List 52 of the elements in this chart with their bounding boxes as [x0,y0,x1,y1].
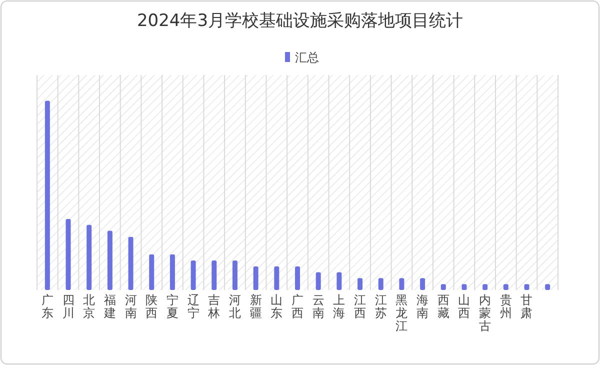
x-tick-label: 贵州 [500,293,512,320]
bar [128,236,134,290]
bar [86,224,92,290]
bar [66,219,71,290]
x-tick-label: 河南 [124,293,137,320]
x-tick-label: 云南 [312,293,324,320]
bar [378,278,384,290]
bar [524,284,530,290]
bar [482,284,488,290]
x-tick-label: 海南 [416,293,429,320]
legend-label: 汇总 [295,50,319,64]
bar [212,260,217,290]
x-tick-label: 广西 [292,293,304,320]
bar [232,260,238,290]
x-tick-label: 内蒙古 [479,293,492,333]
x-tick-label: 山东 [270,293,283,320]
bar [316,272,321,290]
bar [503,284,508,290]
bar [44,100,50,290]
x-tick-label: 新疆 [250,293,262,320]
x-tick-label: 四川 [62,293,74,320]
bar [420,278,426,290]
x-tick-label: 陕西 [146,293,158,320]
x-tick-label: 福建 [102,293,116,320]
bar [149,254,154,290]
bar [336,272,342,290]
bar [399,278,404,290]
chart-title: 2024年3月学校基础设施采购落地项目统计 [136,11,464,31]
x-tick-label: 北京 [83,293,96,320]
x-tick-label: 甘肃 [520,293,533,320]
x-tick-label: 江苏 [374,293,387,320]
x-tick-label: 河北 [228,293,241,320]
x-tick-label: 吉林 [207,293,220,320]
x-tick-label: 江西 [354,293,366,320]
bar [440,284,446,290]
x-tick-label: 上海 [333,293,346,320]
x-tick-label: 辽宁 [187,293,200,320]
x-tick-label: 广东 [41,293,54,320]
bar [462,284,467,290]
x-tick-label: 宁夏 [166,293,178,320]
bar [253,266,258,290]
x-tick-label: 西藏 [437,293,450,320]
bar [107,230,112,290]
x-tick-label: 山西 [458,293,470,320]
bar [170,254,175,290]
bar [295,266,300,290]
legend: 汇总 [285,50,319,64]
bar [545,284,550,290]
x-tick-label: 黑龙江 [396,293,408,333]
bar [274,266,280,290]
bar [358,278,363,290]
bar [190,260,196,290]
